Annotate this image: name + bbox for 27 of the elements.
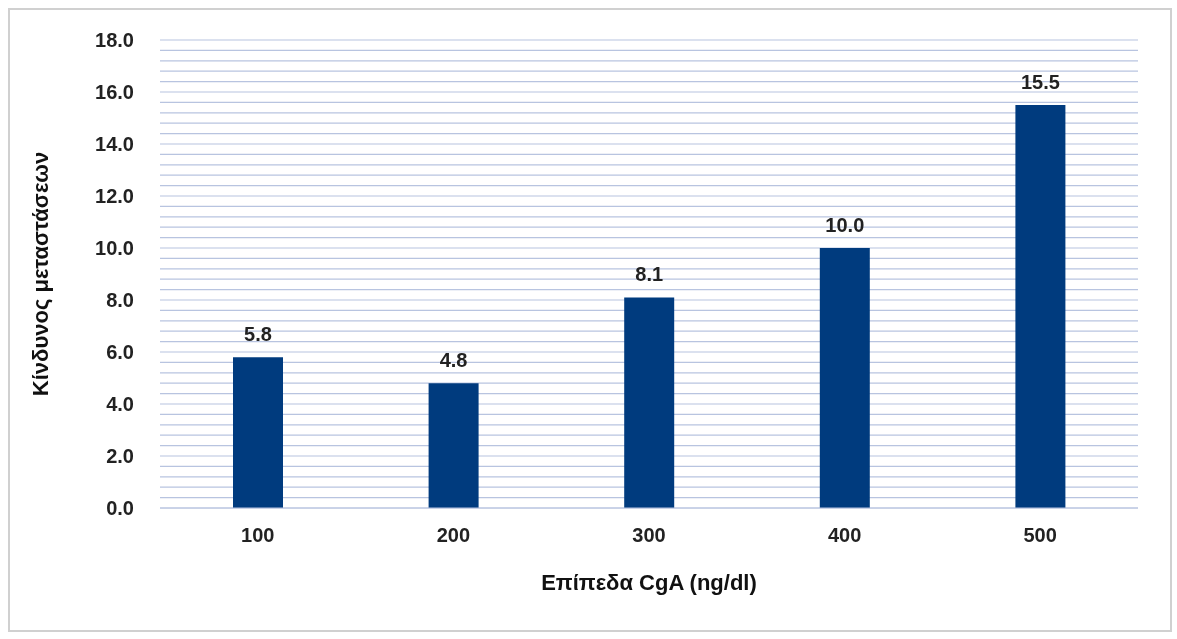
bar [233,357,283,508]
y-tick-label: 6.0 [106,341,134,364]
y-tick-label: 12.0 [95,185,134,208]
x-tick-label: 100 [241,524,275,547]
data-label: 15.5 [1020,71,1060,93]
data-label: 5.8 [244,323,272,346]
data-label: 8.1 [635,263,664,286]
data-label: 10.0 [825,214,865,236]
y-tick-label: 2.0 [106,445,134,468]
data-label: 4.8 [439,349,468,372]
bar [1015,105,1066,508]
x-axis-title: Επίπεδα CgA (ng/dl) [541,570,757,595]
x-tick-label: 200 [436,524,471,547]
y-tick-label: 14.0 [95,133,134,156]
y-tick-label: 0.0 [106,497,134,520]
bar [624,297,675,508]
y-tick-label: 4.0 [106,393,134,416]
y-tick-label: 16.0 [95,81,134,104]
x-tick-label: 500 [1023,524,1057,547]
y-axis-title: Κίνδυνος μεταστάσεων [27,151,53,397]
bar [819,248,870,508]
y-tick-label: 18.0 [95,29,134,52]
y-tick-label: 10.0 [95,237,134,260]
x-tick-label: 300 [632,524,666,547]
y-tick-label: 8.0 [106,289,134,312]
x-tick-label: 400 [827,524,862,547]
bar [428,383,479,508]
